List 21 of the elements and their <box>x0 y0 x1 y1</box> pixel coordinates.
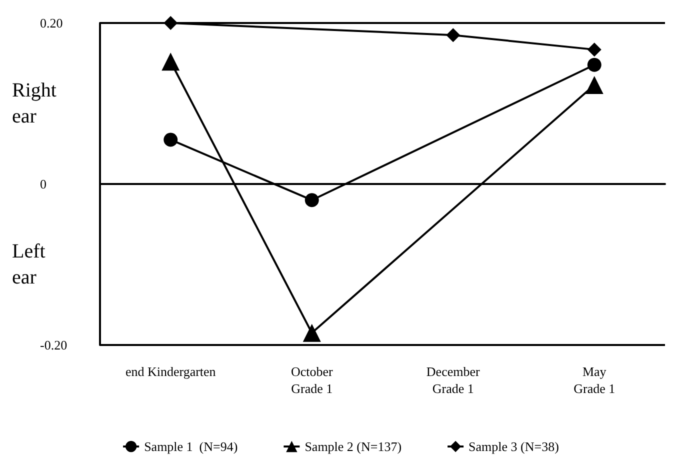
legend-label: Sample 3 (N=38) <box>468 439 559 454</box>
point <box>302 324 321 342</box>
y-tick-label: -0.20 <box>40 338 68 352</box>
x-tick-label: end Kindergarten <box>125 364 216 379</box>
point <box>164 16 178 30</box>
legend-label: Sample 2 (N=137) <box>304 439 402 454</box>
y-tick-label: 0 <box>40 176 46 192</box>
point <box>587 58 602 72</box>
point <box>304 193 319 208</box>
y-tick-label: 0.20 <box>40 16 63 30</box>
point <box>162 52 180 71</box>
text: Right ear <box>12 80 57 128</box>
legend-label: Sample 1 (N=94) <box>144 439 238 454</box>
point <box>446 28 460 42</box>
x-tick-label: December Grade 1 <box>426 364 480 396</box>
point <box>585 76 604 94</box>
text: Left ear <box>12 240 46 288</box>
point <box>587 42 602 57</box>
x-tick-label: May Grade 1 <box>574 364 616 396</box>
point <box>164 132 178 147</box>
x-tick-label: October Grade 1 <box>290 364 334 396</box>
